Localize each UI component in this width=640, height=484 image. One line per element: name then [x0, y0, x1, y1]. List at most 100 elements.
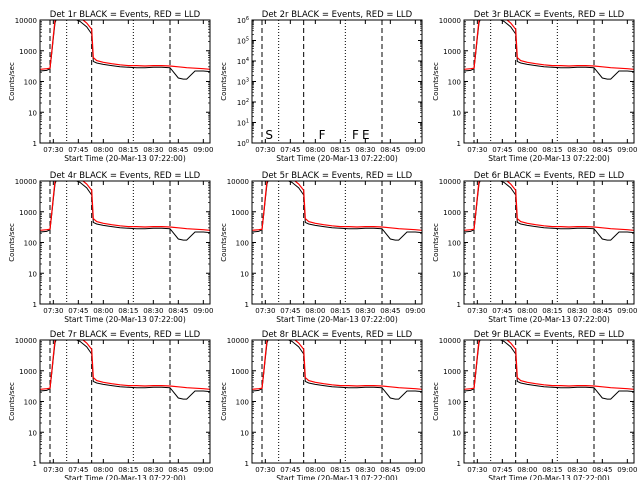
plot-frame	[39, 339, 211, 464]
x-tick-label: 08:45	[168, 146, 188, 154]
x-tick-label: 07:30	[43, 146, 63, 154]
panel-det-4: Det 4r BLACK = Events, RED = LLD 07:30 07:…	[8, 171, 213, 324]
y-axis-label: Counts/sec	[220, 223, 228, 262]
panel-title: Det 2r BLACK = Events, RED = LLD	[262, 10, 413, 20]
panel-annotation: F	[352, 128, 359, 142]
x-tick-label: 09:00	[193, 307, 213, 315]
marker-lines	[261, 20, 383, 143]
y-tick-label: 10	[240, 270, 249, 278]
panel-title: Det 1r BLACK = Events, RED = LLD	[50, 10, 201, 20]
y-axis-label: Counts/sec	[432, 382, 440, 421]
series-events-line	[464, 340, 634, 400]
x-tick-label: 07:30	[467, 146, 487, 154]
y-tick-label: 1000	[231, 368, 249, 376]
y-tick-label: 100	[24, 240, 37, 248]
x-tick-label: 08:45	[380, 466, 400, 474]
x-tick-label: 08:00	[305, 146, 325, 154]
panel-det-6: Det 6r BLACK = Events, RED = LLD 07:30 07:…	[432, 171, 637, 324]
x-axis-label: Start Time (20-Mar-13 07:22:00)	[488, 315, 610, 324]
panel-det-3: Det 3r BLACK = Events, RED = LLD 07:30 07:…	[432, 10, 637, 163]
y-tick-label: 100	[448, 79, 461, 87]
x-tick-label: 08:15	[330, 146, 350, 154]
plot-frame	[463, 180, 635, 305]
marker-lines	[473, 20, 595, 143]
x-axis-label: Start Time (20-Mar-13 07:22:00)	[276, 315, 398, 324]
x-tick-label: 08:00	[517, 307, 537, 315]
series-group	[464, 181, 634, 241]
panel-det-5: Det 5r BLACK = Events, RED = LLD 07:30 07:…	[220, 171, 425, 324]
x-tick-label: 08:30	[355, 146, 375, 154]
x-tick-label: 07:30	[43, 307, 63, 315]
x-tick-label: 08:00	[93, 146, 113, 154]
panel-annotation: E	[362, 128, 370, 142]
series-lld-line	[40, 340, 210, 390]
series-group	[464, 340, 634, 400]
plot-frame	[463, 19, 635, 144]
y-tick-label: 10000	[439, 17, 461, 25]
x-tick-label: 09:00	[193, 146, 213, 154]
y-tick-label: 1000	[443, 209, 461, 217]
plot-frame	[39, 19, 211, 144]
y-axis-label: Counts/sec	[220, 382, 228, 421]
y-tick-label: 1	[457, 460, 461, 468]
panel-title: Det 8r BLACK = Events, RED = LLD	[262, 330, 413, 340]
y-tick-label: 100	[237, 139, 249, 148]
marker-lines	[473, 340, 595, 463]
x-tick-label: 08:00	[305, 466, 325, 474]
series-lld-line	[252, 340, 422, 390]
y-tick-label: 10000	[439, 337, 461, 345]
series-events-line	[40, 181, 210, 241]
x-tick-label: 08:00	[517, 466, 537, 474]
y-tick-label: 100	[24, 399, 37, 407]
series-group	[40, 20, 210, 80]
y-tick-label: 10	[240, 429, 249, 437]
x-tick-label: 08:15	[330, 466, 350, 474]
x-tick-label: 07:45	[492, 307, 512, 315]
plot-frame	[463, 339, 635, 464]
y-axis-label: Counts/sec	[8, 62, 16, 101]
y-axis-label: Counts/sec	[8, 223, 16, 262]
x-tick-label: 07:45	[492, 466, 512, 474]
plot-frame	[251, 180, 423, 305]
series-lld-line	[464, 340, 634, 390]
x-tick-label: 09:00	[405, 466, 425, 474]
x-tick-label: 07:45	[280, 466, 300, 474]
y-axis-label: Counts/sec	[8, 382, 16, 421]
panel-title: Det 6r BLACK = Events, RED = LLD	[474, 171, 625, 181]
y-tick-label: 10000	[15, 17, 37, 25]
panel-annotation: S	[265, 128, 273, 142]
y-tick-label: 10	[28, 429, 37, 437]
x-tick-label: 09:00	[617, 307, 637, 315]
x-tick-label: 08:30	[567, 307, 587, 315]
x-tick-label: 07:45	[68, 146, 88, 154]
series-lld-line	[40, 181, 210, 231]
x-tick-label: 08:45	[592, 146, 612, 154]
x-tick-label: 08:15	[542, 466, 562, 474]
y-tick-label: 1000	[443, 368, 461, 376]
x-tick-label: 08:00	[93, 307, 113, 315]
x-tick-label: 08:45	[380, 307, 400, 315]
marker-lines	[473, 181, 595, 304]
x-tick-label: 08:30	[355, 307, 375, 315]
panel-title: Det 3r BLACK = Events, RED = LLD	[474, 10, 625, 20]
y-tick-label: 100	[236, 399, 249, 407]
panel-title: Det 7r BLACK = Events, RED = LLD	[50, 330, 201, 340]
y-tick-label: 1	[245, 460, 249, 468]
x-tick-label: 08:15	[118, 466, 138, 474]
y-tick-label: 10000	[439, 178, 461, 186]
series-events-line	[464, 181, 634, 241]
x-tick-label: 08:30	[143, 146, 163, 154]
panel-det-1: Det 1r BLACK = Events, RED = LLD 07:30 07:…	[8, 10, 213, 163]
x-tick-label: 08:00	[517, 146, 537, 154]
series-group	[40, 340, 210, 400]
y-tick-label: 1	[33, 460, 37, 468]
series-events-line	[464, 20, 634, 80]
y-tick-label: 106	[237, 16, 249, 25]
x-tick-label: 08:30	[143, 466, 163, 474]
y-tick-label: 101	[237, 119, 249, 128]
plot-frame	[251, 339, 423, 464]
y-tick-label: 10000	[15, 337, 37, 345]
marker-lines	[261, 340, 383, 463]
